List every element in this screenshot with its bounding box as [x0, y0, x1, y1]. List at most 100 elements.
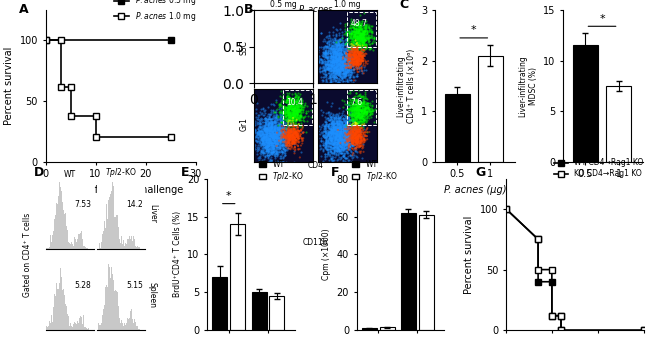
- Point: [332, 142, 343, 147]
- Point: [339, 64, 349, 69]
- Point: [330, 66, 341, 71]
- Point: [341, 141, 352, 146]
- Point: [354, 132, 364, 137]
- Point: [266, 120, 277, 125]
- Point: [316, 137, 326, 143]
- Point: [344, 106, 354, 112]
- Point: [348, 61, 359, 67]
- Point: [260, 116, 270, 121]
- Point: [342, 156, 352, 161]
- Point: [293, 137, 304, 143]
- Point: [266, 123, 276, 129]
- Point: [323, 145, 333, 150]
- Point: [335, 156, 345, 162]
- Point: [281, 48, 291, 53]
- Point: [311, 58, 322, 64]
- Point: [261, 51, 271, 56]
- Point: [333, 135, 344, 141]
- Point: [261, 42, 272, 47]
- Point: [288, 137, 298, 142]
- Point: [291, 29, 301, 35]
- Point: [268, 140, 279, 145]
- Point: [287, 133, 298, 138]
- Point: [364, 47, 374, 52]
- Point: [340, 126, 350, 131]
- Point: [282, 55, 293, 60]
- Point: [290, 40, 300, 46]
- Point: [321, 117, 332, 122]
- Point: [326, 164, 336, 169]
- Point: [261, 55, 272, 60]
- Bar: [56, 203, 57, 249]
- Point: [353, 52, 363, 57]
- Point: [350, 57, 360, 62]
- Point: [348, 40, 359, 45]
- Point: [319, 124, 330, 129]
- Point: [350, 61, 361, 67]
- Point: [298, 33, 309, 38]
- Point: [338, 157, 348, 162]
- Point: [278, 125, 288, 130]
- Point: [334, 60, 345, 66]
- Point: [349, 29, 359, 34]
- Point: [353, 52, 363, 57]
- Point: [353, 36, 363, 41]
- Point: [343, 58, 353, 63]
- Point: [337, 37, 348, 42]
- Point: [266, 75, 277, 81]
- Point: [259, 115, 270, 120]
- Point: [348, 139, 358, 145]
- Point: [330, 41, 340, 47]
- Point: [280, 70, 291, 76]
- Point: [338, 124, 348, 129]
- Point: [350, 104, 361, 110]
- Point: [282, 104, 293, 110]
- Point: [357, 109, 367, 114]
- Point: [348, 138, 359, 144]
- Point: [285, 47, 295, 53]
- Point: [341, 30, 351, 35]
- Point: [261, 119, 271, 124]
- Point: [291, 108, 301, 113]
- Point: [341, 132, 351, 137]
- Point: [291, 129, 301, 135]
- Point: [265, 137, 276, 143]
- Point: [290, 34, 300, 39]
- Point: [330, 132, 341, 137]
- Point: [251, 138, 261, 144]
- Point: [330, 131, 340, 136]
- Text: CD11b: CD11b: [303, 238, 328, 247]
- Point: [337, 110, 347, 116]
- Point: [263, 65, 274, 71]
- Point: [283, 32, 294, 37]
- Point: [265, 66, 275, 72]
- Point: [347, 49, 358, 54]
- Point: [349, 111, 359, 117]
- Point: [267, 65, 278, 70]
- Point: [252, 134, 262, 140]
- Point: [333, 138, 343, 143]
- Point: [265, 141, 276, 146]
- Point: [255, 148, 266, 153]
- Point: [258, 139, 268, 144]
- Point: [280, 58, 291, 64]
- Y-axis label: BrdU⁺CD4⁺ T Cells (%): BrdU⁺CD4⁺ T Cells (%): [173, 211, 182, 298]
- Point: [257, 141, 268, 146]
- Point: [356, 48, 366, 53]
- Point: [261, 139, 271, 144]
- Point: [263, 59, 273, 64]
- Point: [279, 110, 289, 115]
- Point: [335, 68, 346, 74]
- Point: [353, 111, 363, 117]
- Point: [352, 40, 363, 45]
- Point: [250, 56, 261, 62]
- Point: [281, 55, 291, 60]
- Point: [332, 57, 342, 63]
- Point: [287, 98, 298, 104]
- Point: [336, 63, 346, 68]
- Point: [350, 58, 360, 64]
- Point: [342, 53, 352, 58]
- Point: [322, 61, 333, 66]
- Point: [270, 153, 280, 158]
- Point: [270, 130, 281, 135]
